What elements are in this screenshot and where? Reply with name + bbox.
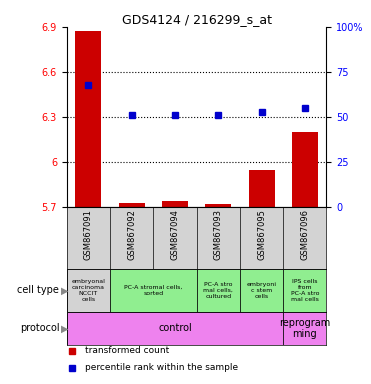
Bar	[67, 311, 283, 345]
Bar	[162, 201, 188, 207]
Bar	[197, 269, 240, 311]
Bar	[75, 31, 101, 207]
Text: IPS cells
from
PC-A stro
mal cells: IPS cells from PC-A stro mal cells	[290, 279, 319, 301]
Bar	[249, 170, 275, 207]
Bar	[292, 132, 318, 207]
Text: reprogram
ming: reprogram ming	[279, 318, 331, 339]
Text: PC-A stromal cells,
sorted: PC-A stromal cells, sorted	[124, 285, 183, 296]
Bar	[110, 269, 197, 311]
Text: GSM867096: GSM867096	[301, 209, 309, 260]
Text: cell type: cell type	[17, 285, 59, 295]
Bar	[67, 269, 110, 311]
Text: protocol: protocol	[20, 323, 59, 333]
Title: GDS4124 / 216299_s_at: GDS4124 / 216299_s_at	[122, 13, 272, 26]
Text: ▶: ▶	[61, 285, 69, 295]
Text: PC-A stro
mal cells,
cultured: PC-A stro mal cells, cultured	[203, 282, 233, 299]
Text: GSM867092: GSM867092	[127, 209, 136, 260]
Bar	[119, 203, 145, 207]
Bar	[283, 311, 326, 345]
Text: GSM867093: GSM867093	[214, 209, 223, 260]
Text: ▶: ▶	[61, 323, 69, 333]
Bar	[205, 204, 231, 207]
Bar	[240, 269, 283, 311]
Text: GSM867095: GSM867095	[257, 209, 266, 260]
Text: embryonal
carcinoma
NCCIT
cells: embryonal carcinoma NCCIT cells	[72, 279, 105, 301]
Text: GSM867091: GSM867091	[84, 209, 93, 260]
Text: control: control	[158, 323, 192, 333]
Bar	[283, 269, 326, 311]
Text: transformed count: transformed count	[85, 346, 169, 356]
Text: embryoni
c stem
cells: embryoni c stem cells	[247, 282, 276, 299]
Text: percentile rank within the sample: percentile rank within the sample	[85, 363, 238, 372]
Text: GSM867094: GSM867094	[171, 209, 180, 260]
